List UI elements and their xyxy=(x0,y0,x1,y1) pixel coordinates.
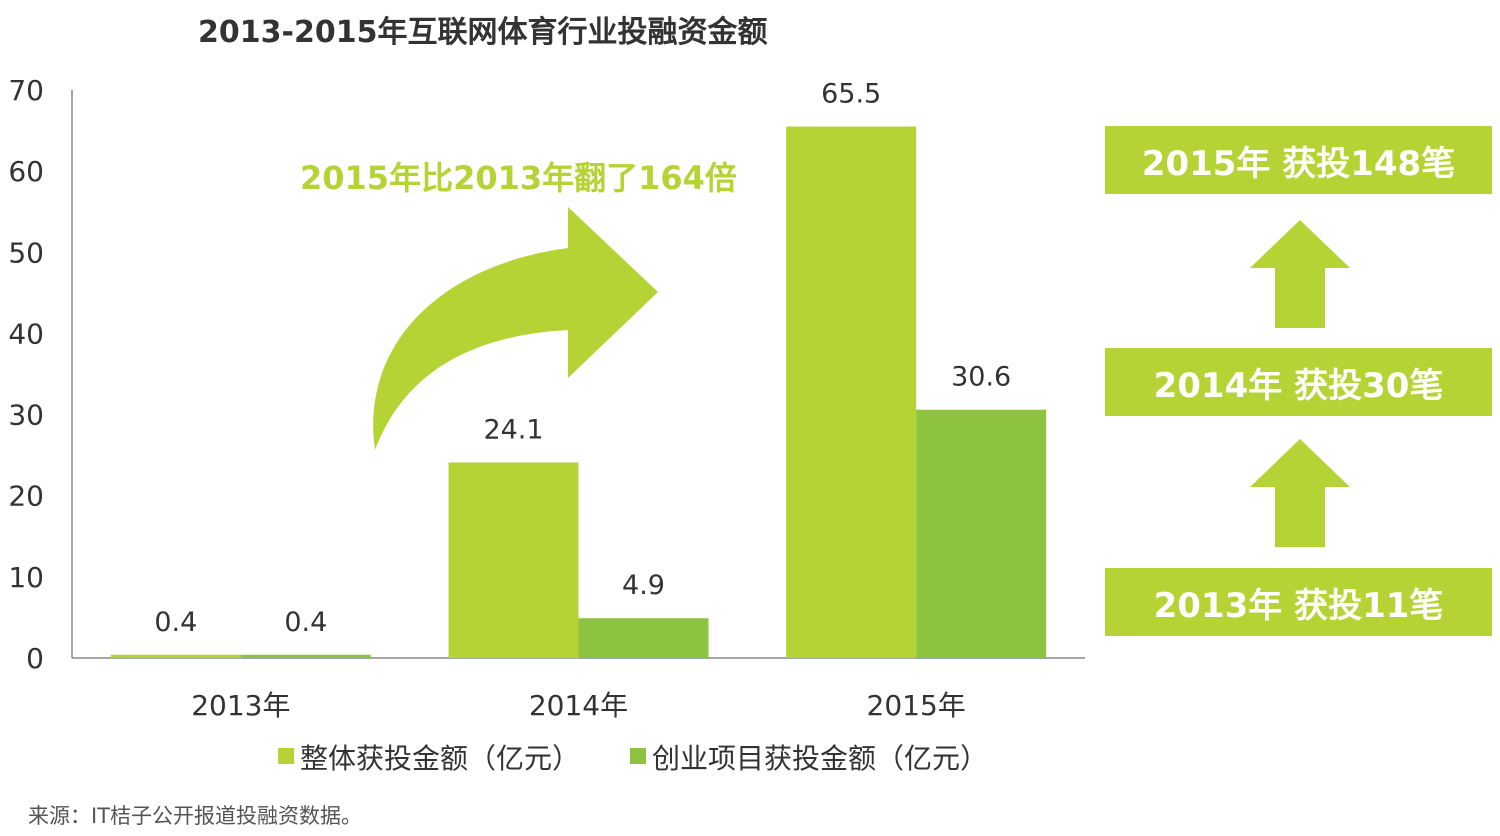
x-tick-label: 2014年 xyxy=(529,689,628,722)
deals-2013-box: 2013年 获投11笔 xyxy=(1105,568,1492,636)
deals-2014-box: 2014年 获投30笔 xyxy=(1105,348,1492,416)
curved-arrow-icon xyxy=(373,207,658,450)
y-tick-label: 20 xyxy=(8,480,44,513)
y-tick-label: 50 xyxy=(8,236,44,269)
up-arrow-icon xyxy=(1250,439,1350,547)
bar-labels: 0.4 0.4 24.1 4.9 65.5 30.6 xyxy=(154,79,1011,638)
bars xyxy=(110,126,1047,658)
bar xyxy=(786,126,917,658)
growth-annotation: 2015年比2013年翻了164倍 xyxy=(300,159,737,197)
legend-swatch xyxy=(278,748,294,764)
deals-2013-label: 2013年 获投11笔 xyxy=(1153,585,1444,626)
x-tick-label: 2015年 xyxy=(867,689,966,722)
bar xyxy=(240,654,371,658)
y-tick-label: 70 xyxy=(8,74,44,107)
bar xyxy=(916,409,1047,658)
bar-data-label: 30.6 xyxy=(951,362,1011,393)
legend: 整体获投金额（亿元） 创业项目获投金额（亿元） xyxy=(278,742,988,775)
bar xyxy=(578,618,709,658)
legend-label: 创业项目获投金额（亿元） xyxy=(652,742,988,775)
up-arrow-icon xyxy=(1250,220,1350,328)
y-tick-label: 30 xyxy=(8,399,44,432)
chart-title: 2013-2015年互联网体育行业投融资金额 xyxy=(198,15,767,50)
bar-data-label: 65.5 xyxy=(821,79,881,110)
bar-data-label: 0.4 xyxy=(154,607,197,638)
deals-2014-label: 2014年 获投30笔 xyxy=(1153,365,1444,406)
source-note: 来源：IT桔子公开报道投融资数据。 xyxy=(28,804,362,828)
bar xyxy=(110,654,241,658)
y-axis: 0 10 20 30 40 50 60 70 xyxy=(8,74,73,675)
x-tick-label: 2013年 xyxy=(191,689,290,722)
deals-2015-box: 2015年 获投148笔 xyxy=(1105,126,1492,194)
legend-swatch xyxy=(630,748,646,764)
bar xyxy=(448,462,579,658)
y-tick-label: 0 xyxy=(26,642,44,675)
y-tick-label: 10 xyxy=(8,561,44,594)
bar-data-label: 0.4 xyxy=(284,607,327,638)
y-tick-label: 60 xyxy=(8,155,44,188)
legend-label: 整体获投金额（亿元） xyxy=(300,742,580,775)
x-tick-labels: 2013年 2014年 2015年 xyxy=(191,689,966,722)
bar-data-label: 24.1 xyxy=(483,414,543,445)
bar-data-label: 4.9 xyxy=(622,570,665,601)
deals-2015-label: 2015年 获投148笔 xyxy=(1141,143,1456,184)
y-tick-label: 40 xyxy=(8,317,44,350)
